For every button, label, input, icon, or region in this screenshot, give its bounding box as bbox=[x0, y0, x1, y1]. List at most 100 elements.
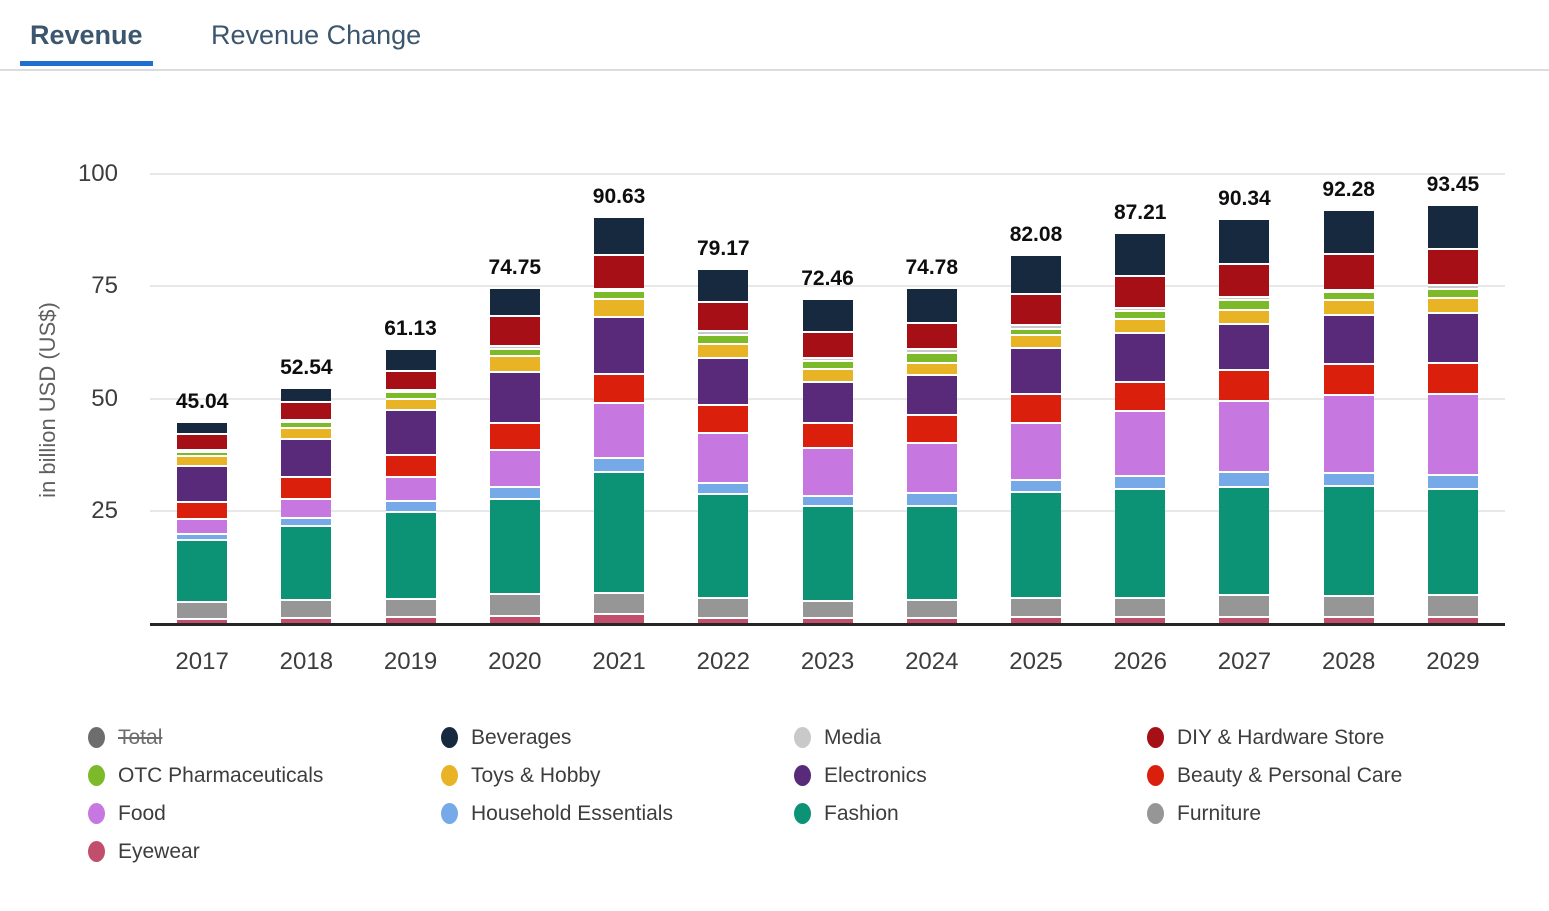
legend-item-beauty-personal-care[interactable]: Beauty & Personal Care bbox=[1147, 764, 1500, 787]
bar-segment-toys-hobby[interactable] bbox=[1323, 299, 1374, 314]
bar-segment-fashion[interactable] bbox=[385, 511, 436, 598]
bar-segment-beverages[interactable] bbox=[1115, 231, 1166, 276]
bar-segment-otc-pharmaceuticals[interactable] bbox=[802, 359, 853, 368]
bar-segment-furniture[interactable] bbox=[594, 592, 645, 614]
bar-segment-eyewear[interactable] bbox=[1115, 616, 1166, 623]
bar-segment-diy-hardware-store[interactable] bbox=[489, 314, 540, 346]
bar-segment-media[interactable] bbox=[1427, 283, 1478, 289]
bar-segment-fashion[interactable] bbox=[1010, 491, 1061, 598]
bar-segment-household-essentials[interactable] bbox=[1427, 474, 1478, 489]
bar-segment-media[interactable] bbox=[906, 348, 957, 353]
bar-segment-beverages[interactable] bbox=[1010, 254, 1061, 293]
bar-segment-otc-pharmaceuticals[interactable] bbox=[489, 348, 540, 356]
bar-segment-diy-hardware-store[interactable] bbox=[698, 301, 749, 331]
bar-segment-furniture[interactable] bbox=[385, 597, 436, 617]
bar-segment-beauty-personal-care[interactable] bbox=[489, 422, 540, 449]
bar-2026[interactable]: 87.21 bbox=[1114, 201, 1167, 623]
bar-segment-beverages[interactable] bbox=[281, 387, 332, 402]
bar-segment-food[interactable] bbox=[281, 498, 332, 518]
bar-segment-food[interactable] bbox=[1323, 393, 1374, 472]
legend-item-otc-pharmaceuticals[interactable]: OTC Pharmaceuticals bbox=[88, 764, 441, 787]
bar-segment-otc-pharmaceuticals[interactable] bbox=[906, 352, 957, 362]
bar-segment-eyewear[interactable] bbox=[1427, 615, 1478, 623]
bar-segment-beauty-personal-care[interactable] bbox=[1323, 362, 1374, 394]
bar-segment-furniture[interactable] bbox=[698, 597, 749, 618]
bar-segment-food[interactable] bbox=[1010, 422, 1061, 480]
bar-segment-fashion[interactable] bbox=[1115, 488, 1166, 597]
bar-segment-toys-hobby[interactable] bbox=[802, 367, 853, 381]
bar-segment-electronics[interactable] bbox=[802, 380, 853, 423]
bar-segment-eyewear[interactable] bbox=[594, 613, 645, 623]
bar-segment-electronics[interactable] bbox=[1427, 312, 1478, 362]
bar-segment-diy-hardware-store[interactable] bbox=[802, 330, 853, 358]
bar-segment-diy-hardware-store[interactable] bbox=[906, 321, 957, 349]
bar-segment-furniture[interactable] bbox=[1323, 595, 1374, 617]
bar-segment-diy-hardware-store[interactable] bbox=[1115, 275, 1166, 307]
bar-segment-otc-pharmaceuticals[interactable] bbox=[385, 391, 436, 399]
bar-segment-media[interactable] bbox=[594, 287, 645, 290]
bar-segment-media[interactable] bbox=[281, 419, 332, 422]
legend-item-eyewear[interactable]: Eyewear bbox=[88, 840, 441, 863]
bar-segment-beauty-personal-care[interactable] bbox=[1219, 368, 1270, 401]
bar-segment-otc-pharmaceuticals[interactable] bbox=[698, 334, 749, 344]
bar-segment-food[interactable] bbox=[802, 447, 853, 495]
bar-2022[interactable]: 79.17 bbox=[697, 237, 750, 623]
bar-segment-household-essentials[interactable] bbox=[1115, 474, 1166, 489]
bar-segment-furniture[interactable] bbox=[1115, 596, 1166, 617]
bar-segment-food[interactable] bbox=[1427, 393, 1478, 475]
bar-segment-media[interactable] bbox=[1219, 296, 1270, 299]
bar-segment-fashion[interactable] bbox=[594, 470, 645, 593]
bar-segment-toys-hobby[interactable] bbox=[594, 297, 645, 317]
bar-segment-eyewear[interactable] bbox=[698, 617, 749, 623]
bar-segment-eyewear[interactable] bbox=[1010, 616, 1061, 623]
bar-segment-media[interactable] bbox=[698, 330, 749, 335]
bar-segment-toys-hobby[interactable] bbox=[281, 426, 332, 439]
bar-segment-beauty-personal-care[interactable] bbox=[177, 500, 228, 519]
bar-segment-household-essentials[interactable] bbox=[1323, 471, 1374, 485]
bar-segment-household-essentials[interactable] bbox=[802, 494, 853, 506]
bar-segment-diy-hardware-store[interactable] bbox=[1219, 262, 1270, 297]
bar-segment-household-essentials[interactable] bbox=[489, 485, 540, 498]
bar-segment-electronics[interactable] bbox=[177, 465, 228, 501]
bar-segment-beverages[interactable] bbox=[1427, 203, 1478, 248]
bar-segment-eyewear[interactable] bbox=[1323, 616, 1374, 623]
bar-segment-electronics[interactable] bbox=[281, 438, 332, 477]
bar-2020[interactable]: 74.75 bbox=[489, 256, 541, 623]
bar-2019[interactable]: 61.13 bbox=[384, 317, 437, 623]
tab-revenue[interactable]: Revenue bbox=[20, 0, 153, 66]
bar-segment-toys-hobby[interactable] bbox=[906, 361, 957, 375]
bar-segment-beverages[interactable] bbox=[1323, 208, 1374, 253]
bar-segment-media[interactable] bbox=[385, 389, 436, 392]
bar-segment-beverages[interactable] bbox=[802, 297, 853, 331]
bar-segment-electronics[interactable] bbox=[1323, 313, 1374, 363]
bar-segment-diy-hardware-store[interactable] bbox=[1323, 252, 1374, 289]
bar-segment-eyewear[interactable] bbox=[802, 617, 853, 623]
bar-segment-fashion[interactable] bbox=[1219, 485, 1270, 595]
bar-segment-electronics[interactable] bbox=[698, 357, 749, 405]
bar-segment-household-essentials[interactable] bbox=[594, 456, 645, 471]
bar-segment-beauty-personal-care[interactable] bbox=[802, 422, 853, 448]
legend-item-household-essentials[interactable]: Household Essentials bbox=[441, 802, 794, 825]
bar-segment-beverages[interactable] bbox=[698, 267, 749, 302]
bar-segment-food[interactable] bbox=[177, 518, 228, 533]
legend-item-diy-hardware-store[interactable]: DIY & Hardware Store bbox=[1147, 726, 1500, 749]
bar-segment-toys-hobby[interactable] bbox=[177, 455, 228, 465]
bar-segment-beauty-personal-care[interactable] bbox=[1427, 361, 1478, 394]
bar-segment-diy-hardware-store[interactable] bbox=[1427, 247, 1478, 284]
bar-segment-otc-pharmaceuticals[interactable] bbox=[281, 421, 332, 427]
bar-segment-furniture[interactable] bbox=[489, 593, 540, 616]
bar-segment-otc-pharmaceuticals[interactable] bbox=[1323, 291, 1374, 300]
bar-segment-beauty-personal-care[interactable] bbox=[698, 404, 749, 432]
bar-segment-fashion[interactable] bbox=[1323, 484, 1374, 596]
bar-segment-diy-hardware-store[interactable] bbox=[281, 401, 332, 420]
bar-segment-fashion[interactable] bbox=[281, 525, 332, 600]
bar-2024[interactable]: 74.78 bbox=[905, 256, 958, 623]
bar-segment-diy-hardware-store[interactable] bbox=[594, 254, 645, 288]
bar-2025[interactable]: 82.08 bbox=[1010, 223, 1062, 623]
legend-item-furniture[interactable]: Furniture bbox=[1147, 802, 1500, 825]
legend-item-media[interactable]: Media bbox=[794, 726, 1147, 749]
bar-segment-otc-pharmaceuticals[interactable] bbox=[177, 450, 228, 456]
bar-segment-toys-hobby[interactable] bbox=[1219, 309, 1270, 323]
bar-segment-furniture[interactable] bbox=[177, 601, 228, 619]
bar-segment-toys-hobby[interactable] bbox=[1010, 333, 1061, 347]
